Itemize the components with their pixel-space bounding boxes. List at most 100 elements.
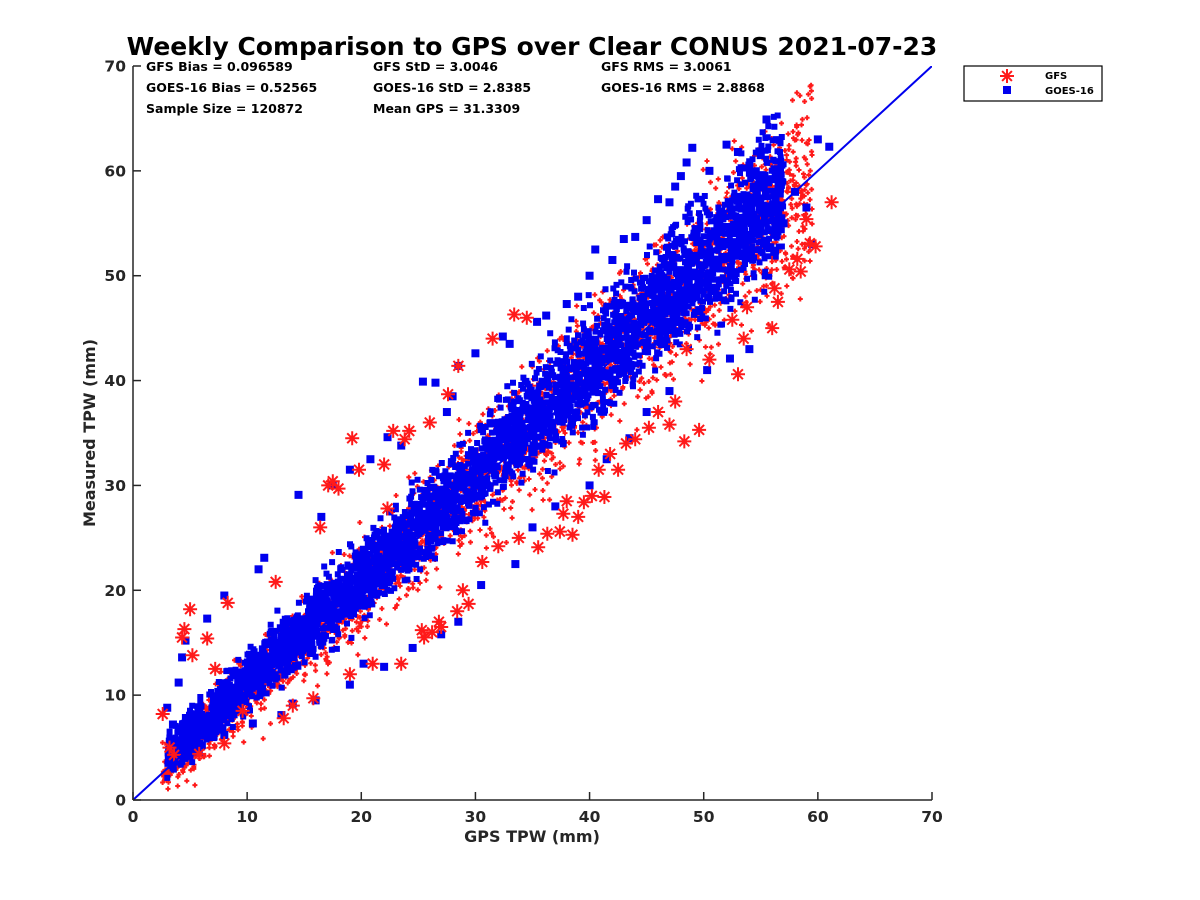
- goes16-point-27: [542, 311, 551, 320]
- gfs-point-53: [565, 527, 580, 542]
- goes16-point-49: [779, 219, 788, 228]
- goes16-point-6: [231, 705, 240, 714]
- reference-line-layer: [133, 66, 932, 800]
- x-tick-label-1: 10: [236, 808, 258, 826]
- gfs-point-49: [540, 526, 555, 541]
- gfs-point-28: [394, 656, 409, 671]
- goes16-point-48: [773, 166, 782, 175]
- gfs-point-62: [628, 432, 643, 447]
- goes16-point-3: [203, 614, 212, 623]
- gfs-point-27: [386, 423, 401, 438]
- gfs-point-77: [770, 294, 785, 309]
- goes16-point-33: [619, 235, 628, 244]
- goes16-point-67: [454, 617, 463, 626]
- goes16-point-78: [174, 678, 183, 687]
- goes16-point-16: [383, 433, 392, 442]
- x-tick-label-2: 20: [350, 808, 372, 826]
- goes16-point-18: [418, 377, 427, 386]
- goes16-point-26: [533, 317, 542, 326]
- gfs-point-80: [793, 264, 808, 279]
- axes: [132, 66, 932, 801]
- gfs-point-33: [422, 415, 437, 430]
- goes16-point-74: [248, 719, 257, 728]
- goes16-point-60: [625, 434, 634, 443]
- goes-cloud: [164, 112, 787, 781]
- goes16-point-21: [448, 392, 457, 401]
- gfs-point-55: [576, 495, 591, 510]
- gfs-point-22: [345, 431, 360, 446]
- goes16-point-53: [813, 135, 822, 144]
- goes16-point-65: [511, 560, 520, 569]
- gfs-point-14: [276, 711, 291, 726]
- gfs-point-21: [342, 667, 357, 682]
- legend-label-gfs: GFS: [1045, 71, 1067, 82]
- goes16-point-54: [825, 142, 834, 151]
- stat-gfs-std: GFS StD = 3.0046: [373, 59, 498, 74]
- gfs-point-43: [485, 331, 500, 346]
- gfs-point-5: [183, 602, 198, 617]
- gfs-point-37: [441, 387, 455, 402]
- goes16-point-19: [431, 378, 440, 387]
- gfs-point-78: [782, 262, 797, 277]
- goes16-point-43: [722, 140, 731, 149]
- gfs-point-84: [824, 195, 839, 210]
- gfs-point-47: [519, 310, 534, 325]
- stat-mean-gps: Mean GPS = 31.3309: [373, 101, 520, 116]
- goes16-point-47: [762, 115, 771, 124]
- gfs-point-17: [313, 520, 328, 535]
- gfs-point-38: [450, 604, 465, 619]
- gfs-point-0: [155, 707, 170, 721]
- gfs-point-63: [641, 420, 656, 435]
- gfs-point-79: [790, 251, 805, 266]
- gfs-point-12: [235, 703, 250, 718]
- gfs-point-36: [434, 620, 449, 634]
- outlier-markers: [155, 115, 839, 762]
- goes16-point-25: [505, 339, 514, 348]
- gfs-point-39: [451, 358, 466, 373]
- goes16-point-14: [359, 659, 368, 668]
- goes16-point-11: [317, 512, 326, 521]
- y-axis-label: Measured TPW (mm): [80, 339, 99, 527]
- goes16-point-31: [591, 245, 600, 254]
- gfs-point-16: [306, 691, 321, 706]
- gfs-point-67: [677, 434, 692, 449]
- goes16-point-34: [631, 232, 640, 241]
- gfs-point-9: [208, 661, 223, 676]
- gfs-point-24: [365, 656, 380, 671]
- goes16-point-38: [671, 182, 680, 191]
- x-tick-label-0: 0: [128, 808, 139, 826]
- goes16-point-41: [688, 143, 697, 152]
- goes16-point-61: [602, 455, 611, 464]
- y-tick-label-0: 0: [115, 792, 126, 810]
- y-tick-label-7: 70: [104, 58, 126, 76]
- gfs-point-71: [725, 312, 740, 327]
- legend-marker-goes: [1003, 86, 1011, 94]
- gfs-point-52: [559, 494, 574, 509]
- goes16-point-0: [163, 703, 172, 712]
- gfs-point-15: [285, 698, 300, 713]
- gfs-point-64: [651, 405, 666, 419]
- goes16-point-7: [254, 565, 263, 574]
- gfs-point-45: [507, 307, 522, 322]
- goes16-point-28: [562, 300, 571, 309]
- gfs-point-74: [740, 300, 755, 315]
- gfs-point-48: [531, 540, 546, 555]
- stat-gfs-bias: GFS Bias = 0.096589: [146, 59, 293, 74]
- gfs-point-13: [268, 574, 283, 589]
- stat-goes-std: GOES-16 StD = 2.8385: [373, 80, 531, 95]
- gfs-point-51: [556, 506, 571, 521]
- gfs-point-68: [679, 342, 694, 357]
- goes16-point-68: [437, 630, 446, 639]
- stat-goes-rms: GOES-16 RMS = 2.8868: [601, 80, 765, 95]
- stat-sample-size: Sample Size = 120872: [146, 101, 303, 116]
- stat-goes-bias: GOES-16 Bias = 0.52565: [146, 80, 317, 95]
- gfs-point-82: [802, 236, 817, 251]
- gfs-point-4: [177, 622, 192, 637]
- gfs-point-32: [417, 630, 432, 645]
- gfs-point-70: [702, 352, 717, 367]
- goes16-point-51: [802, 203, 811, 212]
- goes16-point-40: [682, 158, 691, 167]
- gfs-point-83: [808, 239, 823, 254]
- goes16-point-62: [585, 481, 594, 490]
- gfs-point-66: [668, 394, 683, 409]
